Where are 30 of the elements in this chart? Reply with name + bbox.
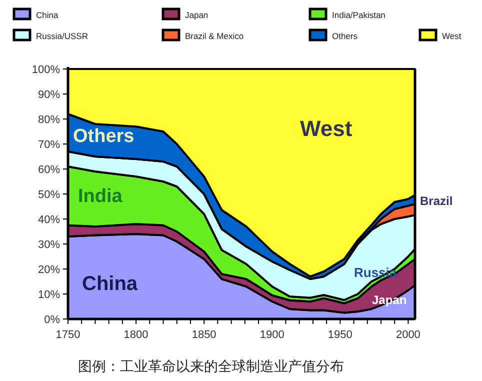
x-tick-label: 1800 (124, 329, 148, 341)
y-tick-label: 100% (32, 64, 60, 76)
x-tick-label: 1750 (56, 329, 80, 341)
x-tick-label: 2000 (396, 329, 420, 341)
annotation: China (82, 273, 138, 295)
legend-label: Russia/USSR (36, 31, 88, 41)
y-tick-label: 50% (38, 189, 60, 201)
y-tick-label: 90% (38, 89, 60, 101)
annotation: West (300, 116, 353, 141)
legend-label: Japan (185, 10, 208, 20)
x-tick-label: 1900 (260, 329, 284, 341)
legend-label: China (36, 10, 58, 20)
y-tick-label: 0% (44, 314, 60, 326)
text: 图例：工业革命以来的全球制造业产值分布 (78, 358, 344, 374)
x-tick-label: 1850 (192, 329, 216, 341)
y-tick-label: 70% (38, 139, 60, 151)
legend-label: India/Pakistan (332, 10, 386, 20)
y-tick-label: 80% (38, 114, 60, 126)
annotation: Others (73, 126, 134, 147)
y-tick-label: 60% (38, 164, 60, 176)
x-tick-label: 1950 (328, 329, 352, 341)
legend-label: Others (332, 31, 358, 41)
y-tick-label: 20% (38, 264, 60, 276)
text: Brazil (420, 194, 453, 208)
legend-label: Brazil & Mexico (185, 31, 244, 41)
legend-label: West (442, 31, 462, 41)
annotation: India (78, 186, 123, 207)
y-tick-label: 10% (38, 289, 60, 301)
y-tick-label: 40% (38, 214, 60, 226)
y-tick-label: 30% (38, 239, 60, 251)
